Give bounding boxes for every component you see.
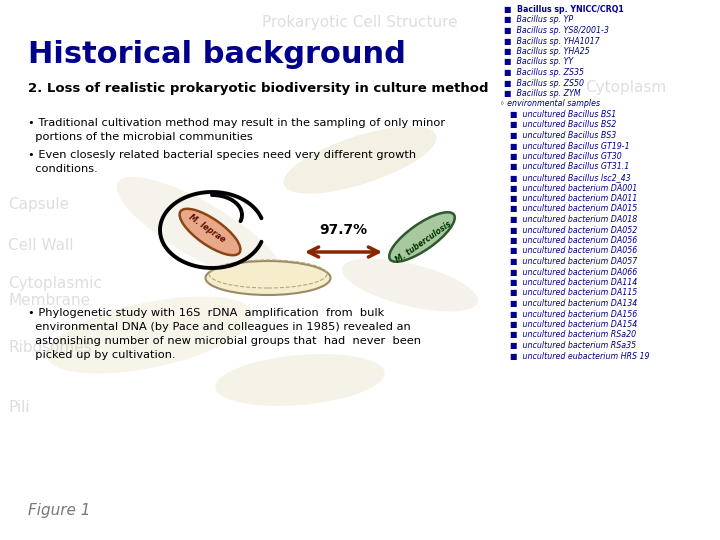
Ellipse shape [390, 212, 455, 262]
Ellipse shape [284, 126, 436, 194]
Text: ■  uncultured Bacillus BS2: ■ uncultured Bacillus BS2 [510, 120, 616, 130]
Text: • Even closesly related bacterial species need very different growth: • Even closesly related bacterial specie… [28, 150, 416, 160]
Text: ■  Bacillus sp. ZS35: ■ Bacillus sp. ZS35 [504, 68, 584, 77]
Text: ■  uncultured Bacillus BS1: ■ uncultured Bacillus BS1 [510, 110, 616, 119]
Text: ■  uncultured Bacillus GT31.1: ■ uncultured Bacillus GT31.1 [510, 163, 629, 172]
Text: Capsule: Capsule [8, 198, 69, 213]
Text: ■  uncultured bacterium DA134: ■ uncultured bacterium DA134 [510, 299, 637, 308]
Ellipse shape [215, 354, 384, 406]
Ellipse shape [205, 261, 330, 295]
Text: ■  uncultured bacterium DA154: ■ uncultured bacterium DA154 [510, 320, 637, 329]
Text: • Traditional cultivation method may result in the sampling of only minor: • Traditional cultivation method may res… [28, 118, 445, 128]
Text: picked up by cultivation.: picked up by cultivation. [28, 350, 176, 360]
Text: ■  uncultured Bacillus lsc2_43: ■ uncultured Bacillus lsc2_43 [510, 173, 631, 182]
Text: ■  Bacillus sp. YNICC/CRQ1: ■ Bacillus sp. YNICC/CRQ1 [504, 5, 624, 14]
Text: ■  Bacillus sp. YS8/2001-3: ■ Bacillus sp. YS8/2001-3 [504, 26, 609, 35]
Text: ■  uncultured bacterium DA056: ■ uncultured bacterium DA056 [510, 236, 637, 245]
Text: ■  Bacillus sp. YY: ■ Bacillus sp. YY [504, 57, 573, 66]
Text: Cytoplasmic
Membrane: Cytoplasmic Membrane [8, 276, 102, 308]
Text: 97.7%: 97.7% [319, 223, 367, 237]
Text: ■  Bacillus sp. YHA1017: ■ Bacillus sp. YHA1017 [504, 37, 600, 45]
Text: ■  uncultured bacterium RSa20: ■ uncultured bacterium RSa20 [510, 330, 636, 340]
Text: portions of the microbial communities: portions of the microbial communities [28, 132, 253, 142]
Text: ■  uncultured Bacillus BS3: ■ uncultured Bacillus BS3 [510, 131, 616, 140]
Ellipse shape [342, 259, 478, 312]
Text: 2. Loss of realistic prokaryotic biodiversity in culture method: 2. Loss of realistic prokaryotic biodive… [28, 82, 488, 95]
Ellipse shape [179, 209, 240, 255]
Text: ◦ environmental samples: ◦ environmental samples [500, 99, 600, 109]
Text: Pili: Pili [8, 400, 30, 415]
Text: ■  uncultured bacterium RSa35: ■ uncultured bacterium RSa35 [510, 341, 636, 350]
Text: Figure 1: Figure 1 [28, 503, 91, 518]
Text: conditions.: conditions. [28, 164, 98, 174]
Text: ■  Bacillus sp. YP: ■ Bacillus sp. YP [504, 16, 573, 24]
Text: ■  uncultured bacterium DA066: ■ uncultured bacterium DA066 [510, 267, 637, 276]
Text: ■  uncultured bacterium DA052: ■ uncultured bacterium DA052 [510, 226, 637, 234]
Text: • Phylogenetic study with 16S  rDNA  amplification  from  bulk: • Phylogenetic study with 16S rDNA ampli… [28, 308, 384, 318]
Text: ■  uncultured bacterium DA156: ■ uncultured bacterium DA156 [510, 309, 637, 319]
Text: Prokaryotic Cell Structure: Prokaryotic Cell Structure [262, 15, 458, 30]
Text: ■  uncultured Bacillus GT19-1: ■ uncultured Bacillus GT19-1 [510, 141, 629, 151]
Text: astonishing number of new microbial groups that  had  never  been: astonishing number of new microbial grou… [28, 336, 421, 346]
Text: M. leprae: M. leprae [187, 212, 227, 244]
Ellipse shape [117, 177, 284, 283]
Text: ■  uncultured Bacillus GT30: ■ uncultured Bacillus GT30 [510, 152, 622, 161]
Text: ■  Bacillus sp. YHA25: ■ Bacillus sp. YHA25 [504, 47, 590, 56]
Text: Cell Wall: Cell Wall [8, 238, 73, 253]
Text: ■  uncultured eubacterium HRS 19: ■ uncultured eubacterium HRS 19 [510, 352, 649, 361]
Text: Cytoplasm: Cytoplasm [585, 80, 666, 95]
Text: ■  uncultured bacterium DA011: ■ uncultured bacterium DA011 [510, 194, 637, 203]
Text: ■  uncultured bacterium DA114: ■ uncultured bacterium DA114 [510, 278, 637, 287]
Text: ■  uncultured bacterium DA056: ■ uncultured bacterium DA056 [510, 246, 637, 255]
Text: environmental DNA (by Pace and colleagues in 1985) revealed an: environmental DNA (by Pace and colleague… [28, 322, 410, 332]
Text: ■  uncultured bacterium DA057: ■ uncultured bacterium DA057 [510, 257, 637, 266]
Text: Historical background: Historical background [28, 40, 406, 69]
Text: ■  uncultured bacterium DA115: ■ uncultured bacterium DA115 [510, 288, 637, 298]
Text: Ribosomes: Ribosomes [8, 340, 91, 354]
Ellipse shape [47, 296, 253, 374]
Text: ■  Bacillus sp. ZYM: ■ Bacillus sp. ZYM [504, 89, 580, 98]
Text: ■  Bacillus sp. ZS50: ■ Bacillus sp. ZS50 [504, 78, 584, 87]
Text: ■  uncultured bacterium DA001: ■ uncultured bacterium DA001 [510, 184, 637, 192]
Text: ■  uncultured bacterium DA018: ■ uncultured bacterium DA018 [510, 215, 637, 224]
Text: M. tuberculosis: M. tuberculosis [395, 219, 454, 265]
Text: ■  uncultured bacterium DA015: ■ uncultured bacterium DA015 [510, 205, 637, 213]
